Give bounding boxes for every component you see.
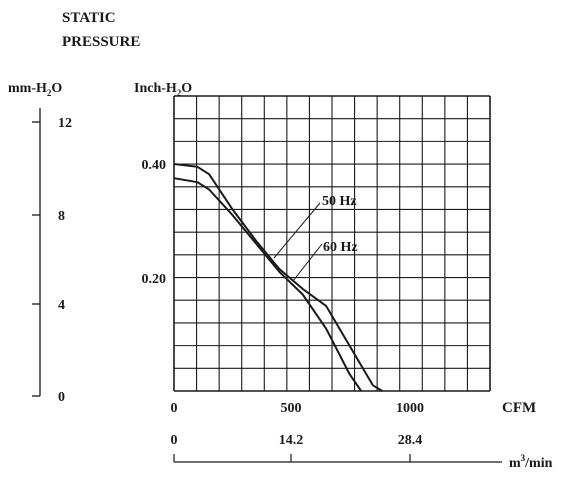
y-left-axis-label: mm-H2O bbox=[8, 81, 62, 98]
plot-grid bbox=[173, 95, 491, 392]
mm-tick-label: 8 bbox=[58, 209, 65, 224]
x-cfm-tick-label: 500 bbox=[281, 401, 302, 416]
annotation-50hz: 50 Hz bbox=[322, 194, 357, 209]
annotation-60hz: 60 Hz bbox=[323, 240, 358, 255]
x2-axis-label: m3/min bbox=[509, 453, 553, 471]
x-axis-label: CFM bbox=[502, 400, 536, 416]
x-cfm-tick-label: 0 bbox=[171, 401, 178, 416]
y-inch-tick-label: 0.20 bbox=[142, 272, 167, 287]
chart-title-line-1: STATIC bbox=[62, 10, 116, 26]
curve-60hz bbox=[173, 163, 383, 392]
mm-tick-label: 0 bbox=[58, 390, 65, 405]
mm-axis-ticks: 12 8 4 0 bbox=[32, 116, 72, 405]
curve-50hz bbox=[173, 177, 363, 392]
annotation-leader-60hz bbox=[292, 243, 323, 282]
curves bbox=[173, 163, 383, 392]
x-m3-tick-label: 28.4 bbox=[398, 433, 423, 448]
y-right-axis-label: Inch-H2O bbox=[134, 81, 192, 98]
y-inch-tick-label: 0.40 bbox=[142, 158, 167, 173]
annotation-leader-50hz bbox=[273, 202, 321, 259]
mm-tick-label: 4 bbox=[58, 298, 65, 313]
x-m3-tick-label: 14.2 bbox=[279, 433, 304, 448]
mm-tick-label: 12 bbox=[58, 116, 72, 131]
x-m3-tick-label: 0 bbox=[171, 433, 178, 448]
x-cfm-tick-label: 1000 bbox=[396, 401, 424, 416]
chart-title-line-2: PRESSURE bbox=[62, 34, 140, 50]
